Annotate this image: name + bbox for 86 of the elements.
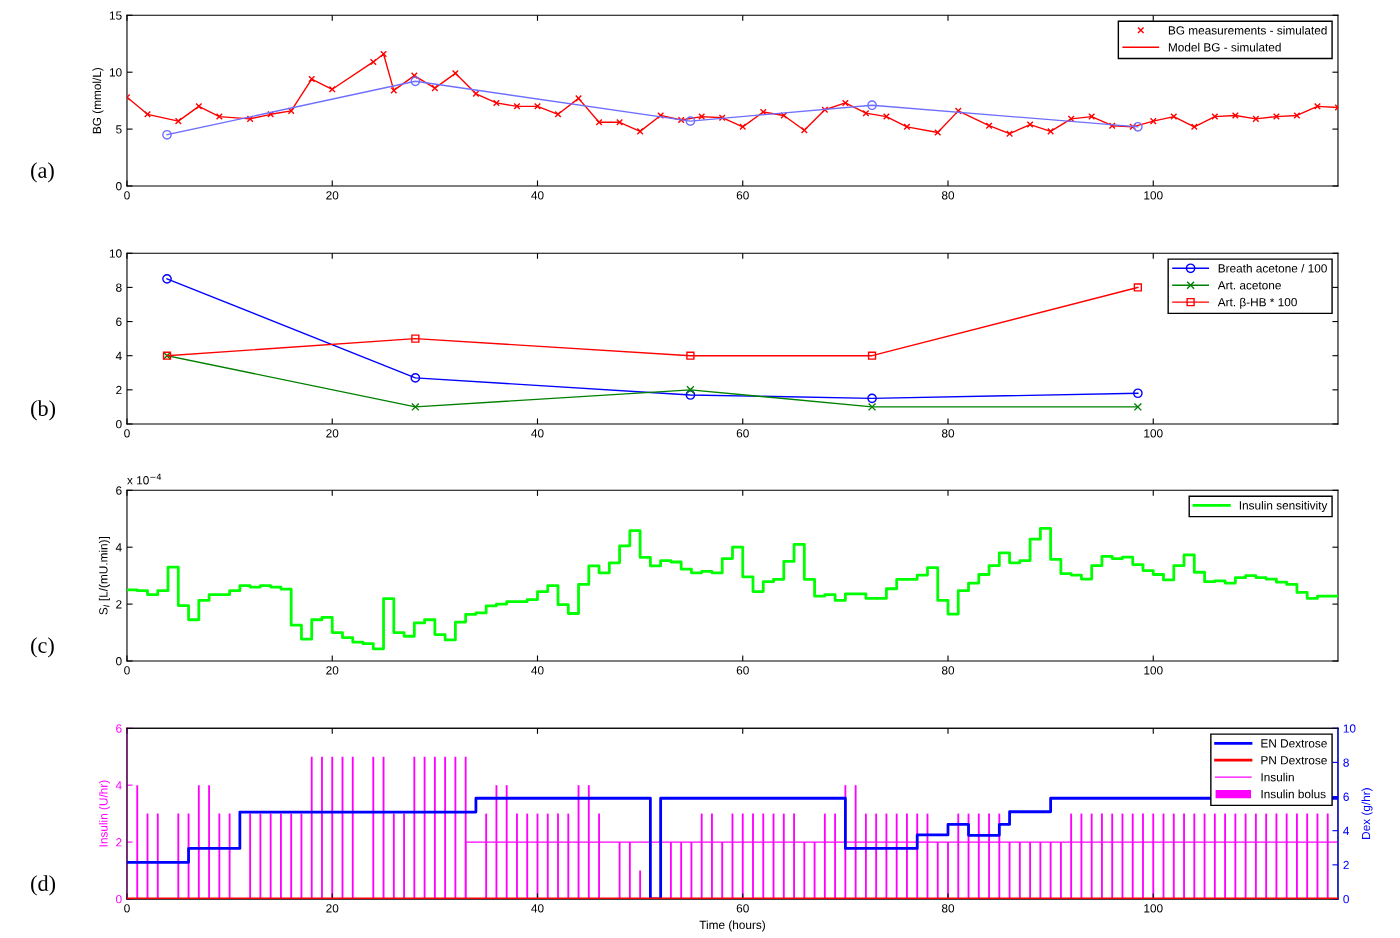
y2-tick-label: 2 [1343,860,1349,870]
y-axis-title: Insulin (U/hr) [98,780,110,847]
y-tick-label: 5 [116,125,122,134]
text: (a) [31,162,54,183]
x-tick-label: 80 [941,904,955,913]
y2-tick-label: 6 [1343,792,1349,801]
y-tick-label: 0 [116,182,122,191]
x-tick-label: 40 [531,191,544,200]
y2-tick-label: 8 [1343,758,1349,767]
x-tick-label: 60 [736,666,749,675]
x-tick-label: 40 [531,904,544,913]
y-axis-title: BG (mmol/L) [92,67,104,134]
y2-axis-title: Dex (g/hr) [1361,788,1373,839]
legend-label: Model BG - simulated [1168,42,1281,52]
legend-label: BG measurements - simulated [1168,25,1327,35]
point [1133,283,1143,292]
x-tick-label: 100 [1144,429,1163,438]
y-tick-label: 15 [109,11,122,20]
x-tick-label: 0 [124,666,130,675]
y-tick-label: 4 [115,351,122,360]
x-tick-label: 20 [326,429,339,438]
y-tick-label: 6 [116,724,122,733]
point [410,373,421,383]
y-tick-label: 4 [115,543,122,552]
point [685,116,696,126]
point [867,393,877,404]
point [162,129,172,140]
x-tick-label: 0 [124,904,130,913]
point [867,351,877,360]
y-tick-label: 10 [109,249,122,258]
text: (c) [31,637,54,658]
text: (d) [31,875,56,896]
point [867,402,877,412]
point [410,76,421,87]
x-tick-label: 100 [1144,666,1163,675]
point [162,274,172,284]
y-tick-label: 0 [116,657,122,666]
y-tick-label: 8 [116,283,122,292]
x-tick-label: 20 [326,666,339,675]
legend-label: EN Dextrose [1261,739,1327,748]
x-tick-label: 60 [736,429,749,438]
point [411,402,420,412]
point [411,334,420,343]
x-tick-label: 0 [124,191,130,200]
point [1133,402,1143,412]
legend-label: Art. acetone [1217,281,1281,290]
y-tick-label: 2 [116,600,122,609]
legend-label: Art. β-HB * 100 [1217,297,1297,309]
x-tick-label: 80 [941,429,955,438]
legend-label: Insulin [1261,772,1294,782]
y2-tick-label: 0 [1343,895,1349,904]
y-tick-label: 2 [116,838,122,847]
x-tick-label: 40 [531,429,544,438]
x-tick-label: 80 [941,666,955,675]
x-tick-label: 40 [531,666,544,675]
legend-label: Insulin bolus [1261,789,1326,799]
x-tick-label: 20 [326,904,339,913]
legend-label: Insulin sensitivity [1239,500,1328,512]
x-tick-label: 100 [1144,191,1163,200]
y-tick-label: 0 [116,420,122,429]
x-tick-label: 60 [736,904,749,913]
y-tick-label: 0 [116,895,122,904]
point [686,385,695,395]
y2-tick-label: 10 [1343,724,1356,733]
y-tick-label: 6 [116,486,122,495]
y-tick-label: 4 [115,781,122,790]
x-tick-label: 100 [1144,904,1163,913]
y2-tick-label: 4 [1343,826,1350,835]
x-tick-label: 20 [326,191,339,200]
point [1132,388,1143,399]
x-tick-label: 60 [736,191,749,200]
text: (b) [31,400,56,421]
point [867,100,877,111]
point [685,390,696,400]
y-axis-title: S$_{I}$ [L/(mU.min)] [98,537,110,615]
point [1132,121,1143,132]
x-tick-label: 0 [124,429,130,438]
text: x 10$^{−4}$ [127,473,162,485]
x-axis-title: Time (hours) [699,920,765,932]
legend-label: PN Dextrose [1261,756,1327,765]
legend-label: Breath acetone / 100 [1218,263,1327,273]
x-tick-label: 80 [941,191,955,200]
y-tick-label: 10 [109,68,122,77]
point [686,351,695,360]
y-tick-label: 6 [116,317,122,326]
y-tick-label: 2 [116,385,122,395]
